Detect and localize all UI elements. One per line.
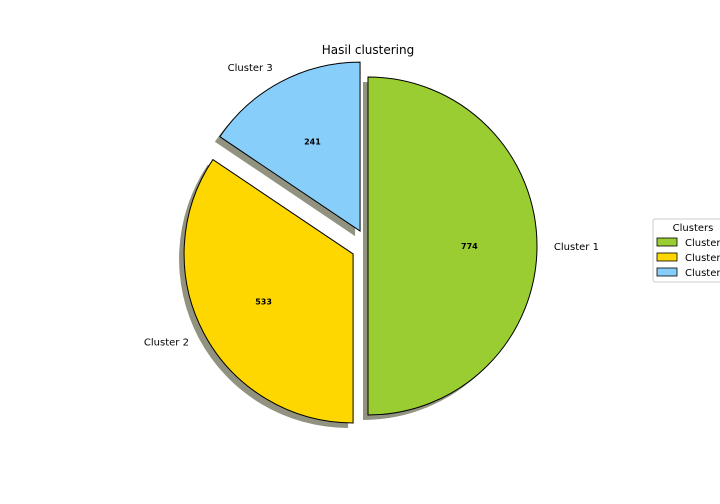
slices: [183, 61, 538, 424]
chart-title: Hasil clustering: [322, 43, 414, 57]
legend-label-cluster-1: Cluster 1: [685, 238, 720, 249]
cluster-3-value-label: 241: [304, 138, 321, 147]
cluster-2-slice: [183, 158, 354, 424]
cluster-2-label: Cluster 2: [144, 337, 189, 348]
legend-swatch-cluster-1: [656, 237, 678, 247]
legend-swatch-cluster-2: [656, 252, 678, 262]
cluster-1-value-label: 774: [461, 242, 478, 251]
cluster-3-label: Cluster 3: [228, 63, 273, 74]
legend-label-cluster-2: Cluster 2: [685, 253, 720, 264]
slice-labels: 774 Cluster 1 533 Cluster 2 241 Cluster 3: [144, 63, 599, 348]
legend-swatch-cluster-3: [656, 267, 678, 277]
cluster-1-label: Cluster 1: [554, 242, 599, 253]
legend-title: Clusters: [673, 223, 714, 234]
legend: Clusters Cluster 1 Cluster 2 Cluster 3: [652, 218, 720, 283]
cluster-2-value-label: 533: [255, 298, 272, 307]
cluster-3-slice: [219, 61, 361, 233]
legend-label-cluster-3: Cluster 3: [685, 268, 720, 279]
legend-items: Cluster 1 Cluster 2 Cluster 3: [656, 237, 720, 279]
cluster-1-slice: [367, 76, 538, 416]
legend-frame: [652, 218, 720, 283]
